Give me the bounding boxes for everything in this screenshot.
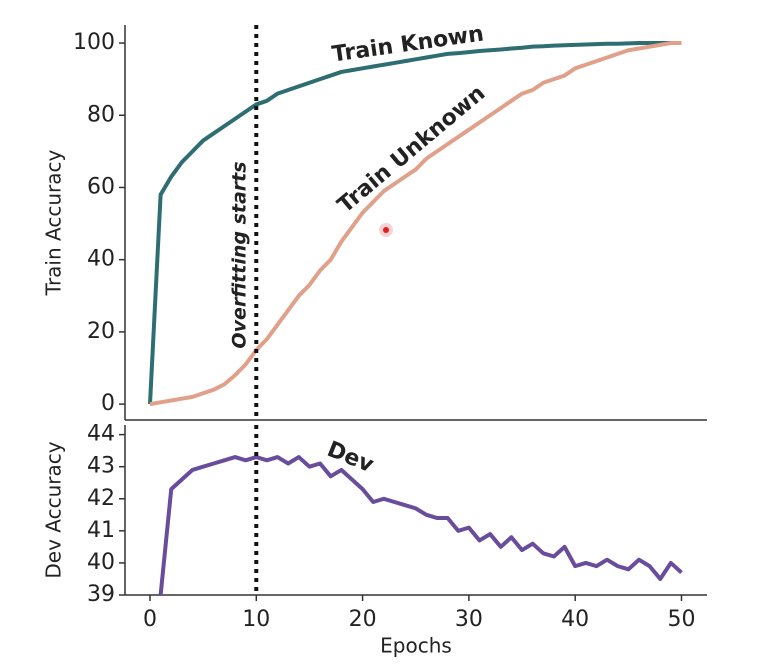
y-tick-label: 44 (87, 422, 115, 447)
y-tick-label: 100 (73, 30, 115, 55)
y-tick-label: 43 (87, 454, 115, 479)
series-label: Train Unknown (333, 81, 490, 218)
y-tick-label: 20 (87, 319, 115, 344)
y-axis-label: Dev Accuracy (42, 441, 66, 578)
x-tick-label: 40 (561, 607, 589, 632)
x-tick-label: 30 (455, 607, 483, 632)
y-tick-label: 40 (87, 247, 115, 272)
y-tick-label: 41 (87, 518, 115, 543)
series-line (158, 455, 683, 596)
series-line (147, 41, 682, 405)
x-tick-label: 10 (242, 607, 270, 632)
y-tick-label: 40 (87, 550, 115, 575)
y-tick-label: 80 (87, 102, 115, 127)
x-tick-label: 50 (667, 607, 695, 632)
y-tick-label: 39 (87, 582, 115, 607)
x-axis-label: Epochs (380, 634, 452, 658)
y-tick-label: 60 (87, 174, 115, 199)
y-tick-label: 42 (87, 486, 115, 511)
x-tick-label: 0 (143, 607, 157, 632)
series-label: Dev (323, 437, 377, 478)
series-line (149, 41, 682, 407)
y-tick-label: 0 (101, 391, 115, 416)
x-tick-label: 20 (349, 607, 377, 632)
y-axis-label: Train Accuracy (42, 150, 66, 297)
cursor (383, 227, 389, 233)
annotation: Overfitting starts (229, 161, 251, 348)
